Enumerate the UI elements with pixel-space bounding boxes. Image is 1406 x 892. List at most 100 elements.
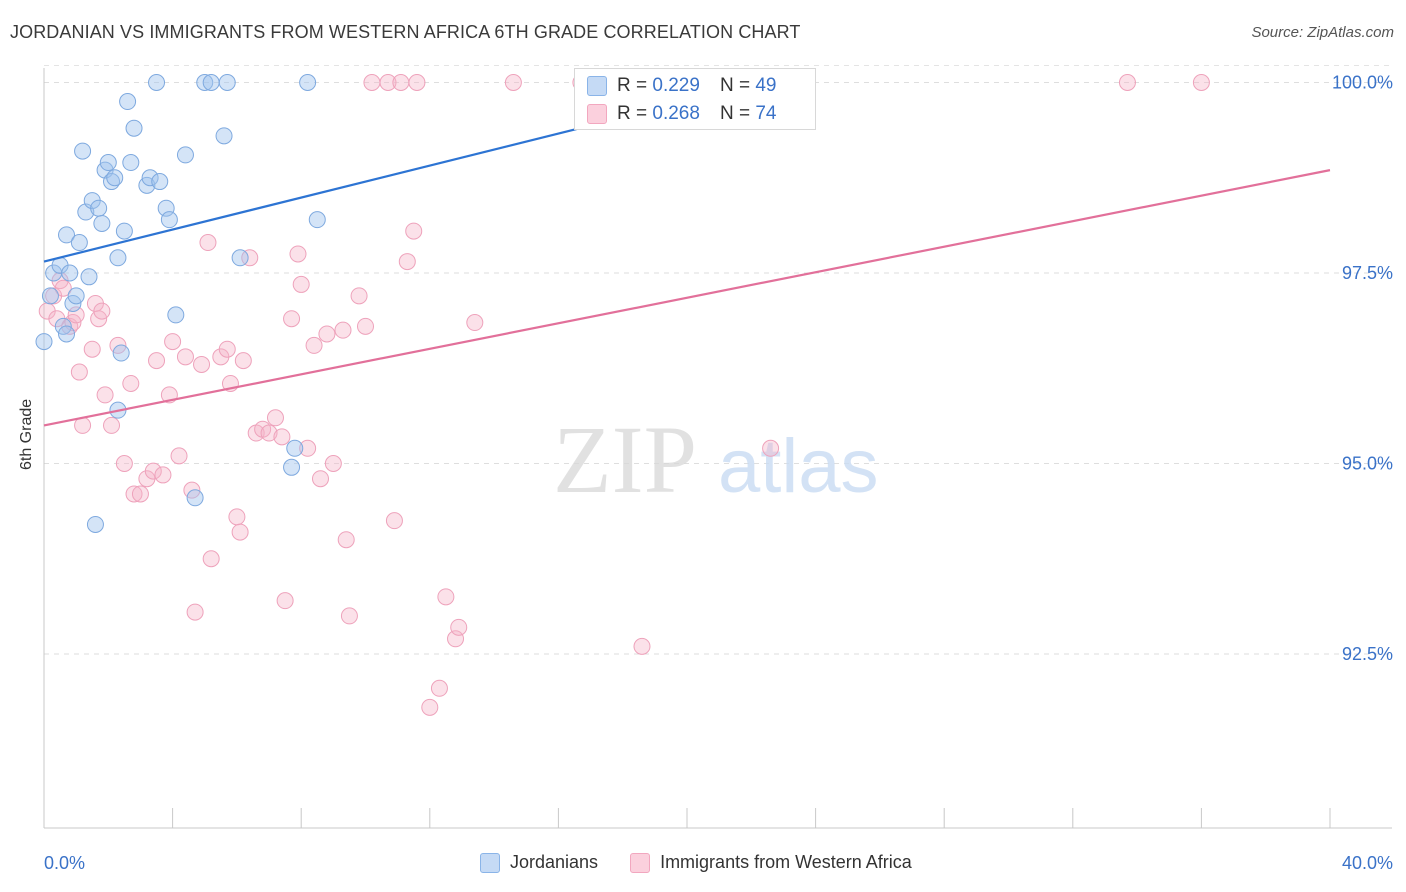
jordanians-point	[106, 169, 124, 187]
jordanians-point	[299, 74, 317, 91]
jordanians-point	[90, 199, 108, 217]
western-africa-point	[337, 531, 355, 549]
jordanians-point	[58, 226, 76, 244]
western-africa-point	[305, 336, 323, 354]
western-africa-point	[405, 222, 423, 240]
legend-item-western-africa: Immigrants from Western Africa	[630, 852, 912, 873]
western-africa-point	[450, 618, 468, 636]
western-africa-trend-line	[43, 169, 1331, 427]
jordanians-point	[74, 142, 92, 160]
western-africa-point	[292, 275, 310, 293]
western-africa-point	[276, 592, 294, 610]
western-africa-point	[231, 523, 249, 541]
r-label: R =	[617, 103, 648, 124]
y-tick-label: 92.5%	[1342, 644, 1393, 664]
western-africa-point	[170, 447, 188, 465]
western-africa-point	[466, 314, 484, 332]
jordanians-point	[231, 249, 249, 267]
jordanians-point	[35, 333, 53, 351]
jordanians-point	[186, 489, 204, 507]
western-africa-point	[379, 74, 397, 91]
western-africa-point	[148, 352, 166, 370]
jordanians-point	[109, 249, 127, 267]
western-africa-point	[186, 603, 204, 621]
western-africa-point	[241, 249, 259, 267]
western-africa-point	[96, 386, 114, 404]
legend-label: Jordanians	[510, 852, 599, 872]
western-africa-point	[437, 588, 455, 606]
jordanians-point	[167, 306, 185, 324]
western-africa-point	[67, 306, 85, 324]
jordanians-point	[115, 222, 133, 240]
watermark: ZIP atlas	[553, 406, 879, 513]
western-africa-swatch	[630, 852, 651, 873]
y-tick-label: 97.5%	[1342, 263, 1393, 283]
r-value: 0.268	[652, 103, 700, 124]
jordanians-point	[80, 268, 98, 286]
western-africa-point	[131, 485, 149, 503]
legend-item-jordanians: Jordanians	[480, 852, 598, 873]
jordanians-point	[86, 515, 104, 533]
jordanians-point	[125, 119, 143, 137]
r-value: 0.229	[652, 75, 700, 96]
chart-title: JORDANIAN VS IMMIGRANTS FROM WESTERN AFR…	[10, 22, 801, 42]
western-africa-point	[340, 607, 358, 625]
western-africa-point	[350, 287, 368, 305]
legend-label: Immigrants from Western Africa	[660, 852, 912, 872]
western-africa-point	[430, 679, 448, 697]
western-africa-point	[144, 462, 162, 480]
western-africa-point	[311, 470, 329, 488]
x-tick-label-min: 0.0%	[44, 853, 85, 873]
western-africa-point	[408, 74, 426, 91]
watermark-atlas: atlas	[718, 424, 879, 509]
n-label: N =	[719, 75, 751, 96]
jordanians-point	[119, 93, 137, 111]
western-africa-point	[93, 302, 111, 320]
jordanians-swatch	[587, 76, 607, 96]
stats-legend: R = 0.229 N = 49 R = 0.268 N = 74	[574, 68, 816, 130]
western-africa-point	[103, 416, 121, 434]
jordanians-point	[283, 458, 301, 476]
western-africa-point	[283, 310, 301, 328]
western-africa-point	[421, 698, 439, 716]
western-africa-point	[199, 234, 217, 252]
jordanians-swatch	[480, 852, 500, 873]
jordanians-point	[41, 287, 59, 305]
jordanians-point	[67, 287, 85, 305]
western-africa-point	[234, 352, 252, 370]
r-label: R =	[617, 75, 648, 96]
series-western-africa-points	[38, 74, 1210, 716]
western-africa-point	[398, 253, 416, 271]
western-africa-point	[363, 74, 381, 91]
axes	[43, 68, 1392, 829]
jordanians-point	[61, 264, 79, 282]
jordanians-point	[157, 199, 175, 217]
jordanians-point	[93, 214, 111, 232]
western-africa-point	[122, 374, 140, 392]
western-africa-point	[1192, 74, 1210, 91]
western-africa-point	[633, 637, 651, 655]
jordanians-point	[202, 74, 220, 91]
western-africa-point	[193, 355, 211, 373]
jordanians-point	[122, 154, 140, 172]
western-africa-point	[504, 74, 522, 91]
y-axis-label: 6th Grade	[18, 398, 35, 470]
jordanians-point	[286, 439, 304, 457]
western-africa-point	[115, 455, 133, 472]
western-africa-point	[392, 74, 410, 91]
western-africa-point	[70, 363, 88, 381]
jordanians-point	[112, 344, 130, 362]
western-africa-point	[54, 279, 72, 297]
bottom-legend: Jordanians Immigrants from Western Afric…	[480, 852, 944, 873]
western-africa-point	[228, 508, 246, 526]
western-africa-swatch	[587, 104, 607, 124]
jordanians-point	[148, 74, 166, 91]
jordanians-point	[99, 154, 117, 172]
western-africa-point	[1118, 74, 1136, 91]
western-africa-point	[260, 424, 278, 442]
jordanians-point	[70, 234, 88, 252]
y-tick-label: 100.0%	[1332, 73, 1393, 93]
jordanians-point	[160, 211, 178, 229]
western-africa-point	[125, 485, 143, 503]
